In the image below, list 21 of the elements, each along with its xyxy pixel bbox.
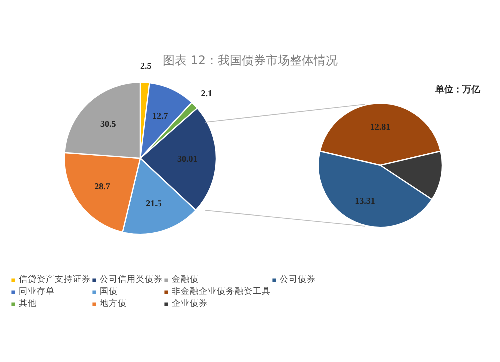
legend-label: 同业存单 (19, 286, 55, 298)
legend-label: 公司信用类债券 (100, 274, 163, 286)
data-label: 13.31 (355, 196, 376, 206)
legend-label: 其他 (19, 298, 38, 310)
data-label: 12.7 (152, 110, 169, 121)
legend-label: 信贷资产支持证券 (19, 274, 91, 286)
data-label: 2.1 (201, 88, 213, 99)
data-label: 28.7 (94, 181, 111, 192)
data-label: 30.01 (177, 154, 198, 164)
legend-label: 国债 (100, 286, 119, 298)
legend-label: 金融债 (172, 274, 199, 286)
data-label: 21.5 (146, 198, 162, 209)
legend-label: 非金融企业债务融资工具 (172, 286, 271, 298)
legend-label: 公司债券 (280, 274, 316, 286)
data-label: 30.5 (100, 118, 117, 129)
legend-label: 地方债 (100, 298, 127, 310)
text: 单位：万亿 (434, 84, 482, 96)
data-label: 2.5 (140, 60, 152, 71)
legend-label: 企业债券 (172, 298, 208, 310)
text: 图表 12：我国债券市场整体情况 (162, 54, 338, 68)
data-label: 12.81 (370, 122, 392, 132)
